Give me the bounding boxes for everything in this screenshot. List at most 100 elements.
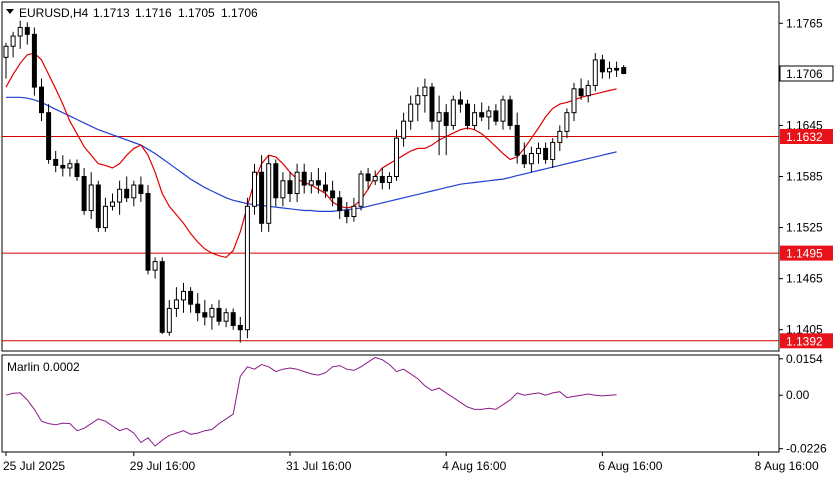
candle[interactable] (457, 91, 463, 113)
candle[interactable] (173, 287, 179, 317)
candle[interactable] (131, 180, 137, 207)
candle[interactable] (294, 163, 300, 203)
candle[interactable] (621, 64, 627, 75)
candle[interactable] (74, 159, 80, 181)
candle-body (81, 176, 87, 212)
candle[interactable] (60, 155, 66, 177)
candle[interactable] (95, 180, 101, 232)
candle[interactable] (386, 172, 392, 190)
candle[interactable] (273, 159, 279, 207)
indicator-pane[interactable] (1, 354, 780, 453)
candle[interactable] (422, 78, 428, 113)
candle[interactable] (252, 163, 257, 215)
candle[interactable] (3, 42, 9, 79)
candle[interactable] (592, 53, 598, 92)
candle[interactable] (81, 167, 87, 215)
candle-body (46, 112, 52, 160)
candle[interactable] (394, 129, 399, 181)
price-axis[interactable]: 1.1765 1.1645 1.1585 1.1525 1.1465 1.1405 (779, 16, 823, 337)
time-axis[interactable]: 25 Jul 2025 29 Jul 16:00 31 Jul 16:00 4 Aug… (3, 452, 838, 473)
candle[interactable] (465, 99, 470, 130)
candle[interactable] (110, 193, 115, 211)
candle[interactable] (315, 167, 321, 194)
candle[interactable] (159, 257, 165, 334)
candle[interactable] (216, 299, 222, 326)
candle[interactable] (308, 172, 314, 194)
candle[interactable] (550, 138, 556, 168)
candle[interactable] (244, 197, 250, 339)
candle[interactable] (209, 304, 215, 330)
candle[interactable] (195, 293, 201, 322)
candle[interactable] (486, 105, 492, 130)
candle[interactable] (17, 20, 23, 49)
candle[interactable] (46, 104, 52, 164)
candle[interactable] (351, 197, 357, 222)
candle[interactable] (181, 282, 186, 313)
candle[interactable] (188, 287, 194, 313)
candle[interactable] (259, 155, 265, 232)
candle[interactable] (202, 299, 208, 326)
candle[interactable] (223, 308, 229, 328)
candle[interactable] (88, 172, 94, 220)
candle[interactable] (39, 78, 44, 122)
candle[interactable] (102, 197, 108, 232)
candle[interactable] (528, 146, 534, 173)
candle[interactable] (31, 27, 37, 96)
candle[interactable] (401, 112, 407, 147)
candle[interactable] (507, 95, 513, 130)
candle[interactable] (557, 125, 563, 151)
candle[interactable] (571, 82, 577, 122)
candle[interactable] (472, 104, 478, 130)
dropdown-triangle-icon[interactable] (6, 9, 14, 14)
candle[interactable] (152, 257, 158, 279)
candle[interactable] (53, 150, 59, 173)
candle[interactable] (500, 95, 506, 130)
candle[interactable] (301, 163, 307, 194)
candle[interactable] (585, 80, 591, 103)
candle[interactable] (287, 172, 293, 203)
candle[interactable] (543, 142, 549, 164)
candle[interactable] (514, 112, 520, 164)
candle[interactable] (138, 176, 144, 203)
candle[interactable] (237, 316, 243, 343)
candle[interactable] (117, 180, 123, 215)
candle[interactable] (415, 87, 421, 122)
candle[interactable] (564, 108, 570, 139)
candle[interactable] (323, 172, 328, 198)
candle[interactable] (450, 95, 456, 130)
candle[interactable] (536, 142, 541, 164)
candle[interactable] (280, 172, 286, 207)
candle[interactable] (429, 82, 435, 130)
candle[interactable] (67, 159, 73, 177)
candle[interactable] (578, 78, 584, 100)
candle[interactable] (521, 142, 527, 168)
candle[interactable] (479, 102, 485, 122)
candle-body (273, 163, 279, 199)
candle[interactable] (166, 299, 172, 336)
candle[interactable] (24, 22, 30, 45)
candle[interactable] (599, 54, 605, 79)
candle[interactable] (337, 190, 343, 220)
candle[interactable] (365, 167, 371, 190)
candle[interactable] (408, 95, 414, 130)
candle[interactable] (145, 185, 151, 275)
candle[interactable] (493, 104, 499, 126)
level-price-text: 1.1392 (786, 334, 823, 348)
candle[interactable] (443, 104, 449, 156)
candle[interactable] (358, 170, 364, 211)
candle[interactable] (372, 170, 378, 186)
candle[interactable] (266, 155, 272, 232)
candle[interactable] (330, 180, 336, 207)
candle[interactable] (379, 167, 385, 190)
candle[interactable] (344, 202, 350, 224)
candle[interactable] (10, 31, 16, 58)
candle[interactable] (607, 61, 612, 79)
candle[interactable] (614, 61, 620, 77)
candle[interactable] (436, 95, 442, 156)
candle-body (131, 184, 137, 199)
time-tick-label: 25 Jul 2025 (3, 459, 65, 473)
candle[interactable] (124, 176, 130, 203)
candle[interactable] (230, 308, 236, 330)
